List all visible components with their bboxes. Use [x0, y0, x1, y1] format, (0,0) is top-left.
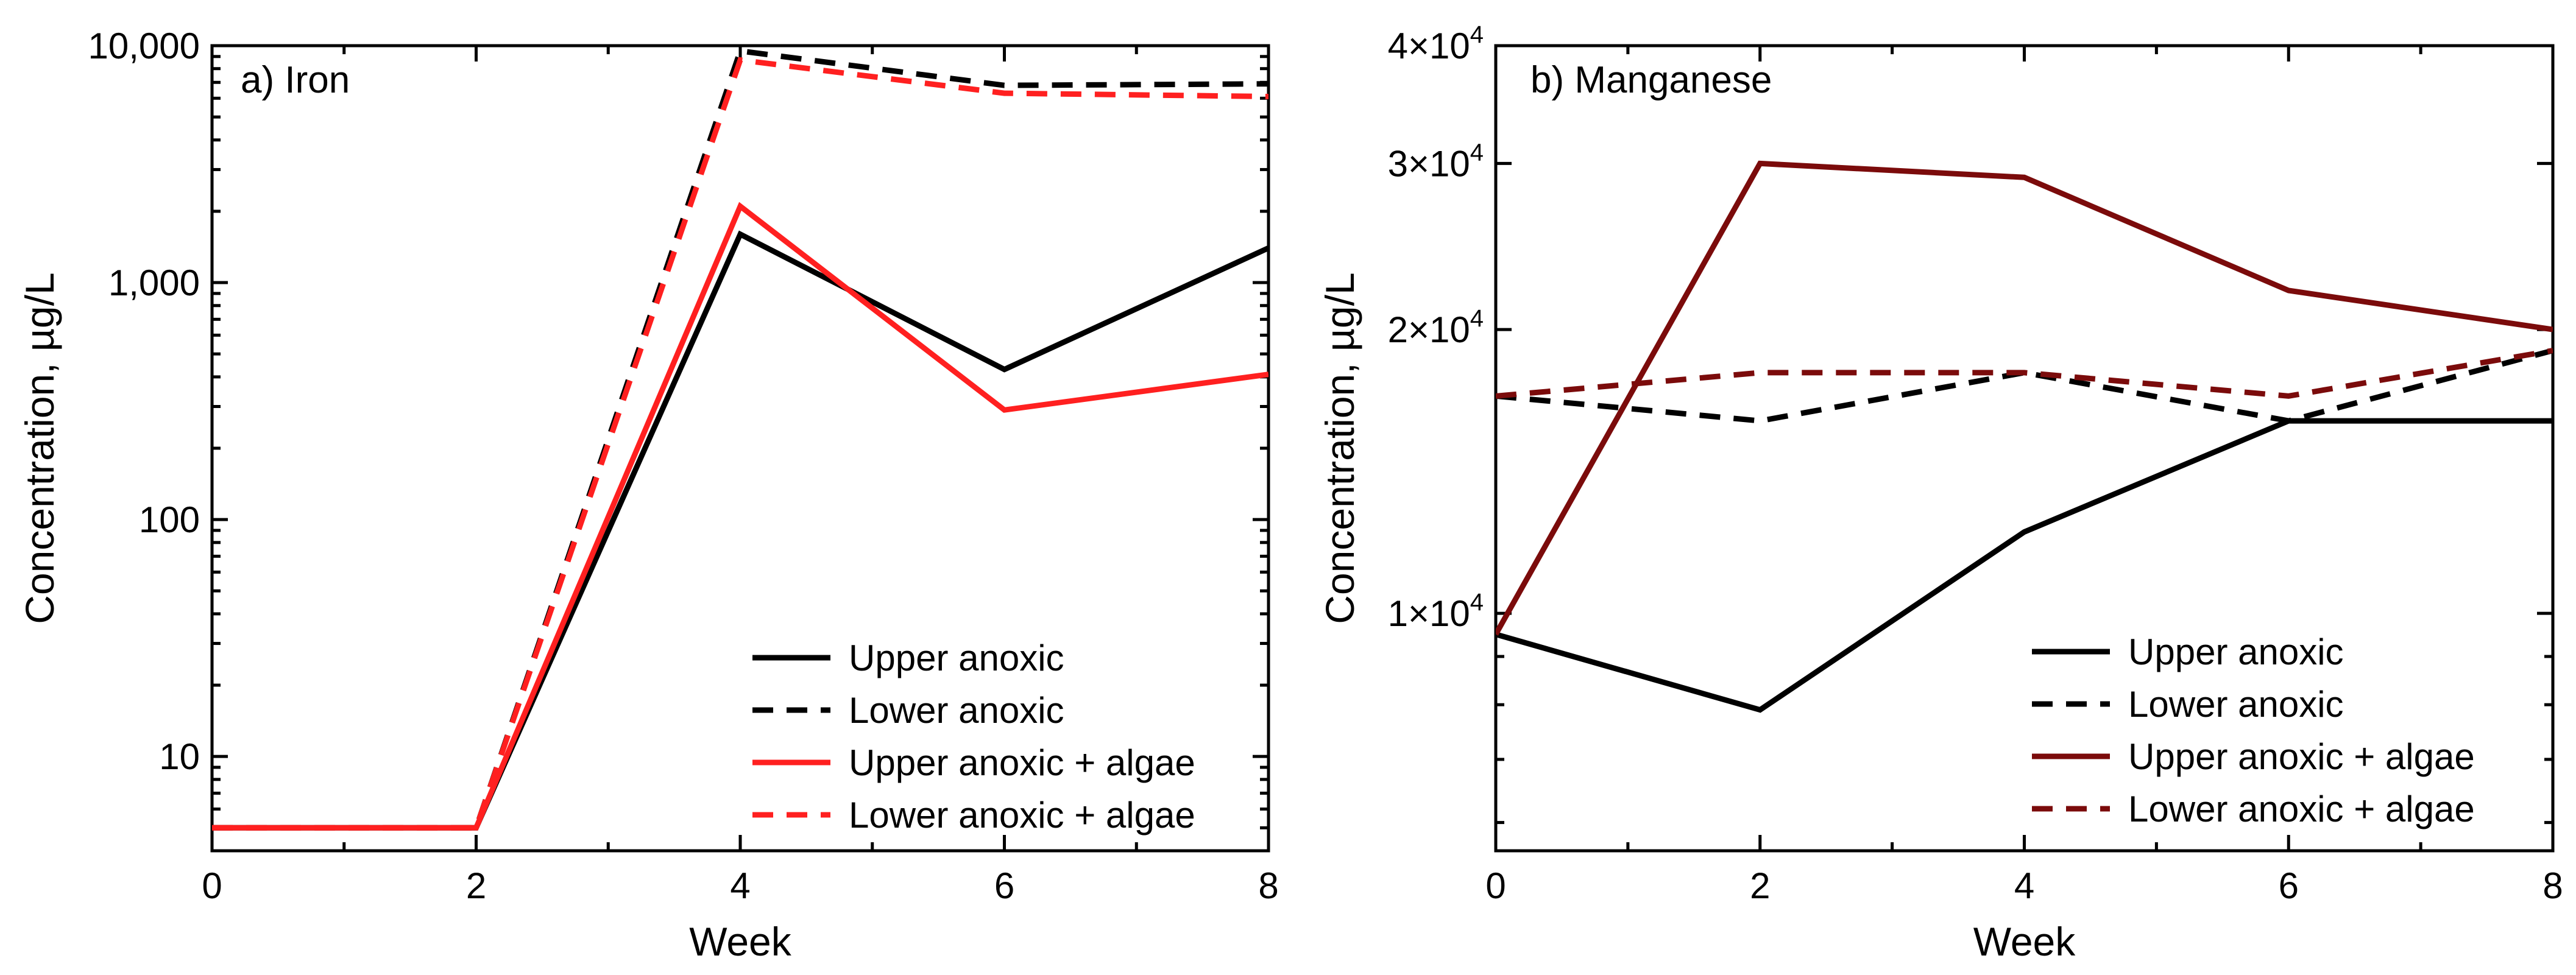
x-tick-label: 6: [2279, 865, 2299, 906]
x-tick-label: 2: [466, 865, 486, 906]
y-axis-title: Concentration, µg/L: [1317, 272, 1362, 624]
x-tick-label: 0: [1485, 865, 1506, 906]
panel-title: b) Manganese: [1530, 59, 1772, 101]
legend-label: Lower anoxic + algae: [849, 795, 1195, 836]
series-line-upper-anoxic-algae: [212, 202, 1269, 831]
legend-label: Upper anoxic: [2128, 632, 2344, 672]
iron-panel: 0 2 4 6 8 10 100 1,000 10,000 Week Concentration, …: [17, 26, 1279, 964]
y-tick-base: 2×10: [1388, 309, 1470, 350]
x-tick-label: 4: [2014, 865, 2034, 906]
y-tick-base: 4×10: [1388, 26, 1470, 66]
legend-label: Upper anoxic: [849, 638, 1064, 678]
x-tick-label: 8: [2542, 865, 2563, 906]
y-tick-label: 10,000: [88, 26, 200, 66]
plot-frame: [1494, 44, 2555, 853]
y-tick-exponent: 4: [1470, 589, 1484, 616]
y-tick-label: 1,000: [108, 262, 200, 303]
series-line-lower-anoxic: [1496, 348, 2553, 424]
x-tick-label: 2: [1750, 865, 1770, 906]
y-tick-label: 1×104: [1388, 589, 1484, 634]
panel-title: a) Iron: [241, 59, 350, 101]
legend-label: Upper anoxic + algae: [2128, 736, 2475, 777]
y-tick-label: 2×104: [1388, 305, 1484, 350]
y-axis-title: Concentration, µg/L: [17, 272, 62, 624]
legend-label: Lower anoxic + algae: [2128, 789, 2475, 829]
x-axis-title: Week: [1973, 919, 2076, 964]
series-line-lower-anoxic-algae: [1496, 348, 2553, 399]
series-line-lower-anoxic-algae: [212, 57, 1269, 831]
y-tick-label: 4×104: [1388, 21, 1484, 66]
y-tick-label: 3×104: [1388, 139, 1484, 184]
y-tick-exponent: 4: [1470, 139, 1484, 166]
legend: Upper anoxic Lower anoxic Upper anoxic + a…: [2032, 632, 2475, 829]
x-tick-label: 8: [1258, 865, 1278, 906]
series-line-lower-anoxic: [212, 48, 1269, 831]
y-tick-base: 1×10: [1388, 593, 1470, 634]
legend-label: Lower anoxic: [2128, 684, 2344, 725]
y-tick-base: 3×10: [1388, 143, 1470, 184]
y-tick-label: 100: [139, 499, 200, 540]
series-line-upper-anoxic: [1496, 418, 2553, 713]
series-line-upper-anoxic-algae: [1496, 160, 2553, 636]
x-axis-title: Week: [689, 919, 792, 964]
y-tick-exponent: 4: [1470, 305, 1484, 332]
manganese-panel: 0 2 4 6 81×1042×1043×1044×104WeekConcentrati…: [1317, 21, 2563, 964]
x-tick-label: 0: [202, 865, 222, 906]
legend-label: Upper anoxic + algae: [849, 742, 1195, 783]
x-tick-label: 4: [730, 865, 750, 906]
x-tick-label: 6: [994, 865, 1014, 906]
legend-label: Lower anoxic: [849, 690, 1064, 731]
legend: Upper anoxic Lower anoxic Upper anoxic + a…: [752, 638, 1195, 836]
y-tick-label: 10: [159, 736, 200, 777]
series-line-upper-anoxic: [212, 230, 1269, 831]
plot-frame: [210, 44, 1270, 853]
y-tick-exponent: 4: [1470, 21, 1484, 48]
